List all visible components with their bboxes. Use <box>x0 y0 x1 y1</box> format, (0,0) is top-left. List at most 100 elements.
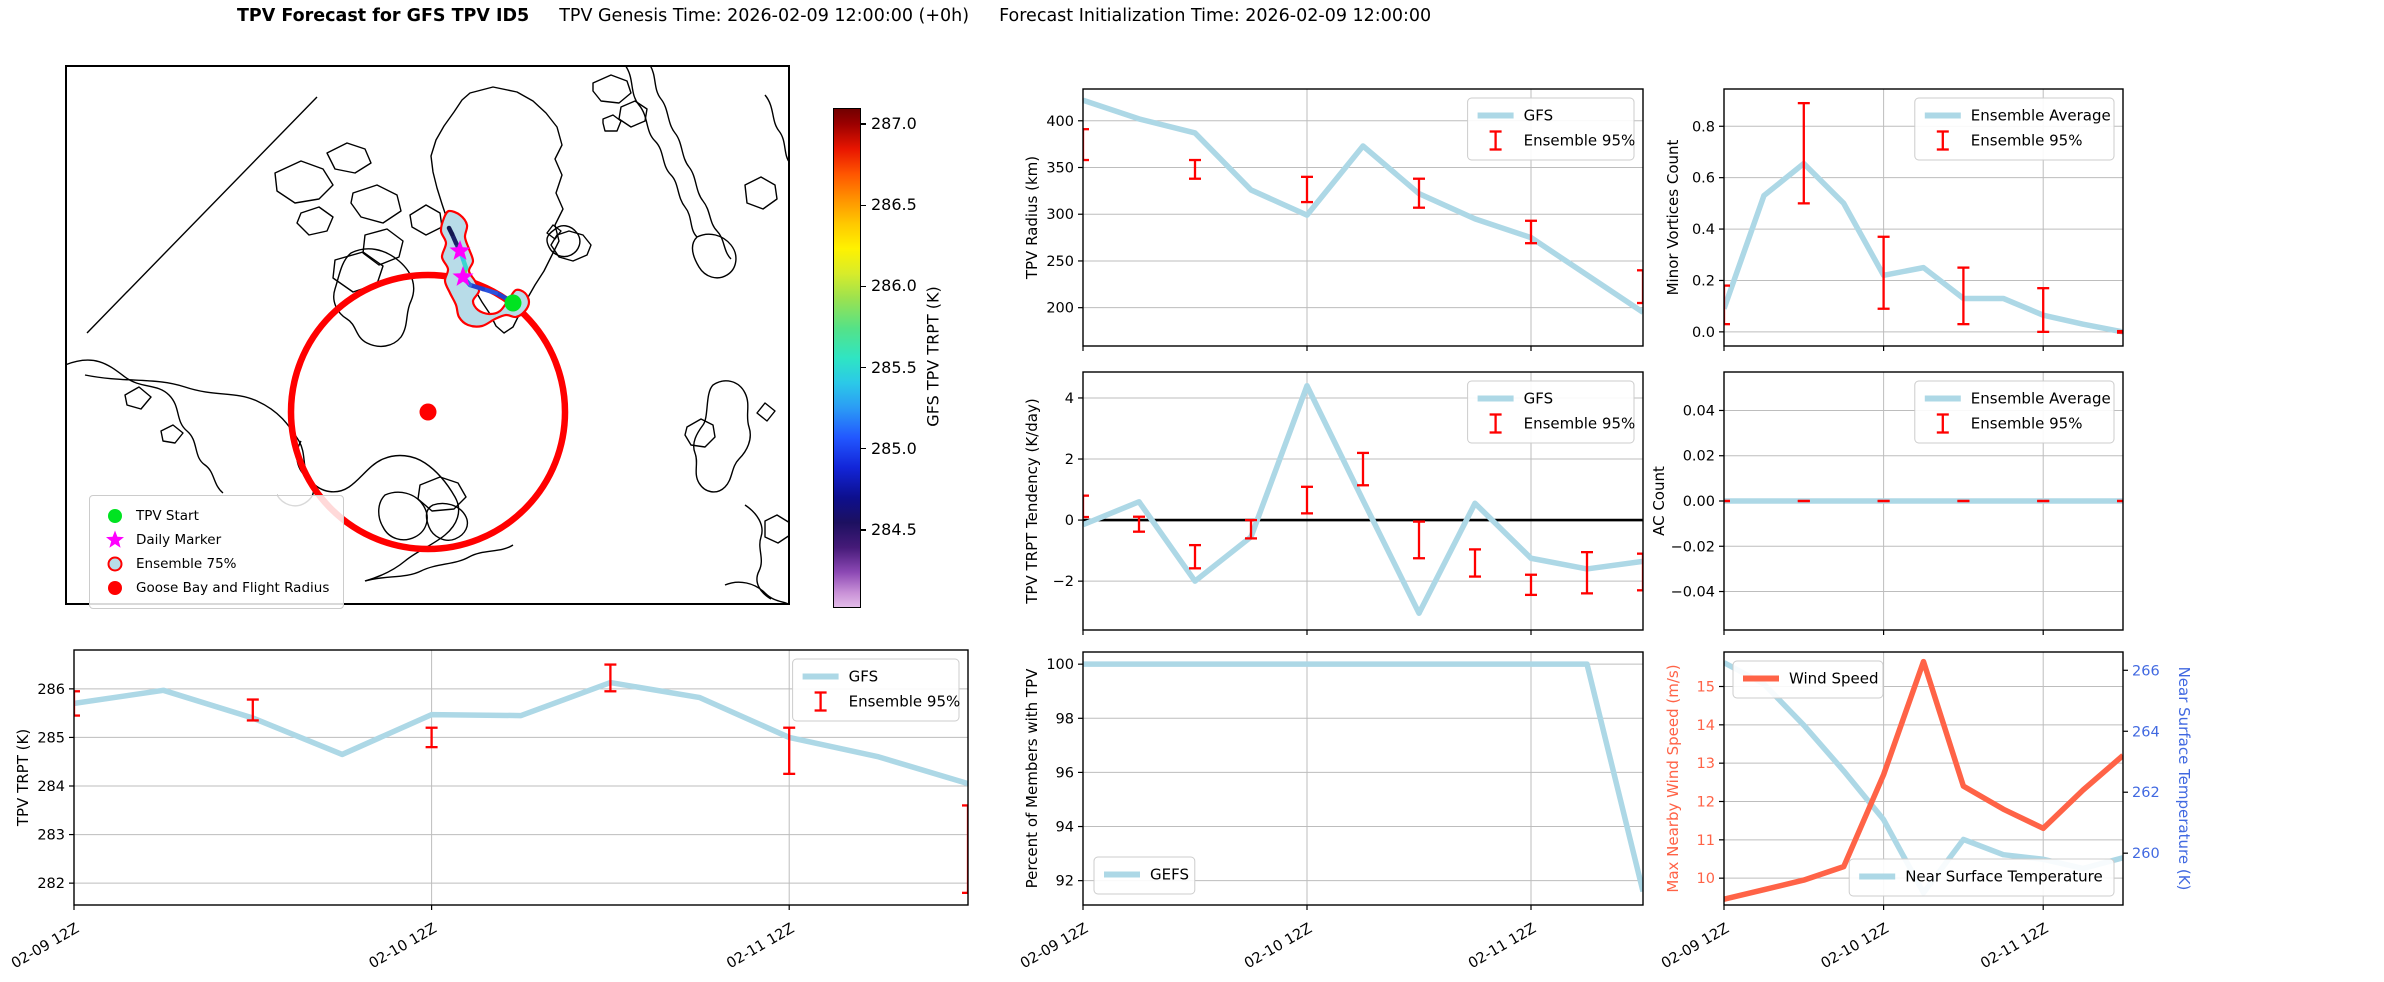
y2tick-label: 262 <box>2132 785 2160 801</box>
ytick-label: 12 <box>1697 795 1715 811</box>
ytick-label: 14 <box>1697 718 1715 734</box>
ytick-label: 0.6 <box>1692 171 1715 187</box>
ylabel-trpt-tendency: TPV TRPT Tendency (K/day) <box>1023 398 1041 604</box>
y2label-wind-temp: Near Surface Temperature (K) <box>2175 667 2193 891</box>
colorbar-tick-label: 287.0 <box>871 114 917 134</box>
series-gfs <box>1083 97 1643 315</box>
legend-label: Ensemble Average <box>1971 107 2111 125</box>
y2tick-label: 260 <box>2132 846 2160 862</box>
colorbar-tick <box>860 447 866 450</box>
y2tick-label: 264 <box>2132 724 2160 740</box>
map-legend-item: TPV Start <box>102 504 329 528</box>
series-gefs <box>1083 661 1643 893</box>
daily-marker-star <box>449 240 471 260</box>
map-legend-label: Goose Bay and Flight Radius <box>136 580 330 596</box>
tpv-start-legend-icon <box>102 505 128 527</box>
flight-radius-circle <box>287 271 569 553</box>
title-genesis-time: TPV Genesis Time: 2026-02-09 12:00:00 (+… <box>559 6 970 26</box>
ytick-label: 11 <box>1697 833 1715 849</box>
y2tick-label: 266 <box>2132 663 2160 679</box>
legend-label: Ensemble 95% <box>1971 415 2083 433</box>
ytick-label: 98 <box>1056 711 1074 727</box>
axes-frame <box>73 649 969 906</box>
ytick-label: 0.4 <box>1692 222 1715 238</box>
legend: GEFS <box>1093 856 1196 895</box>
goose-bay-legend-icon <box>102 577 128 599</box>
colorbar-tick <box>860 204 866 207</box>
ytick-label: 400 <box>1046 114 1074 130</box>
daily-marker-legend-icon <box>102 529 128 551</box>
legend-label: GFS <box>1524 107 1554 125</box>
legend-label: Ensemble Average <box>1971 390 2111 408</box>
errorbars <box>1083 451 1643 597</box>
errorbars <box>1083 128 1643 305</box>
ytick-label: 284 <box>37 779 65 795</box>
legend-label: Ensemble 95% <box>849 693 961 711</box>
chart-trpt-tendency: −2 0 2 4 TPV TRPT Tendency (K/day) GFS Ensembl… <box>1023 371 1644 635</box>
errorbars <box>74 663 968 895</box>
xtick-label: 02-11 12Z <box>724 921 797 972</box>
map-legend: TPV Start Daily Marker Ensemble 75% Goose B… <box>89 495 345 609</box>
legend-label: GFS <box>849 668 879 686</box>
ylabel-minor-vortices: Minor Vortices Count <box>1664 139 1682 295</box>
colorbar-tick-label: 286.5 <box>871 195 917 215</box>
series-gfs <box>1083 382 1643 616</box>
colorbar-tick <box>860 285 866 288</box>
ytick-label: 96 <box>1056 765 1074 781</box>
map-legend-label: Daily Marker <box>136 532 222 548</box>
errorbars <box>1724 101 2123 334</box>
legend: GFS Ensemble 95% <box>1467 380 1635 444</box>
ytick-label: 10 <box>1697 871 1715 887</box>
ytick-label: 100 <box>1046 657 1074 673</box>
chart-tpv-radius: 200 250 300 350 400 TPV Radius (km) GFS Ensembl… <box>1023 88 1644 351</box>
ytick-label: −2 <box>1053 574 1074 590</box>
ytick-label: 4 <box>1065 391 1074 407</box>
ensemble-75-region <box>439 209 531 328</box>
legend-box <box>1848 858 2115 897</box>
ytick-label: 200 <box>1046 301 1074 317</box>
axes-frame <box>1082 88 1644 347</box>
ylabel-tpv-radius: TPV Radius (km) <box>1023 156 1041 280</box>
colorbar-tick <box>860 529 866 531</box>
series-gfs <box>74 679 968 787</box>
legend-label: Wind Speed <box>1789 670 1879 688</box>
xtick-label: 02-10 12Z <box>1242 921 1315 972</box>
legend-label: Ensemble 95% <box>1524 132 1636 150</box>
map-legend-label: Ensemble 75% <box>136 556 237 572</box>
ytick-label: 285 <box>37 730 65 746</box>
ytick-label: 350 <box>1046 161 1074 177</box>
xtick-label: 02-10 12Z <box>1819 921 1892 972</box>
colorbar-tick-label: 286.0 <box>871 276 917 296</box>
ytick-label: 250 <box>1046 254 1074 270</box>
ytick-label: 0.8 <box>1692 119 1715 135</box>
legend: Ensemble Average Ensemble 95% <box>1914 97 2115 161</box>
chart-wind-temp: 10 11 12 13 14 15 260 262 264 266 02-09 12Z 02-10 1… <box>1659 651 2193 972</box>
ytick-label: 94 <box>1056 820 1074 836</box>
colorbar-tick-label: 285.5 <box>871 357 917 377</box>
title-main: TPV Forecast for GFS TPV ID5 <box>237 6 530 26</box>
legend: Wind Speed <box>1732 660 1884 699</box>
ytick-label: 92 <box>1056 874 1074 890</box>
ylabel-wind-temp: Max Nearby Wind Speed (m/s) <box>1664 664 1682 892</box>
colorbar <box>833 108 861 608</box>
ytick-label: −0.04 <box>1671 585 1715 601</box>
xtick-label: 02-10 12Z <box>367 921 440 972</box>
ytick-label: 13 <box>1697 756 1715 772</box>
legend: Near Surface Temperature <box>1848 858 2115 897</box>
figure-title: TPV Forecast for GFS TPV ID5 TPV Genesis … <box>237 6 1461 26</box>
ylabel-percent-members: Percent of Members with TPV <box>1023 668 1041 889</box>
xtick-label: 02-11 12Z <box>1466 921 1539 972</box>
chart-minor-vortices: 0.0 0.2 0.4 0.6 0.8 Minor Vortices Count Ensem… <box>1664 88 2124 351</box>
goose-bay-dot <box>419 403 437 421</box>
map-legend-item: Daily Marker <box>102 528 329 552</box>
ytick-label: 0.0 <box>1692 325 1715 341</box>
ytick-label: −0.02 <box>1671 539 1715 555</box>
map-legend-item: Ensemble 75% <box>102 552 329 576</box>
chart-ac-count: −0.04 −0.02 0.00 0.02 0.04 AC Count Ensemble A… <box>1650 371 2124 635</box>
map-overlays <box>287 209 569 553</box>
coastlines <box>65 65 790 605</box>
ytick-label: 300 <box>1046 207 1074 223</box>
legend-label: GFS <box>1524 390 1554 408</box>
